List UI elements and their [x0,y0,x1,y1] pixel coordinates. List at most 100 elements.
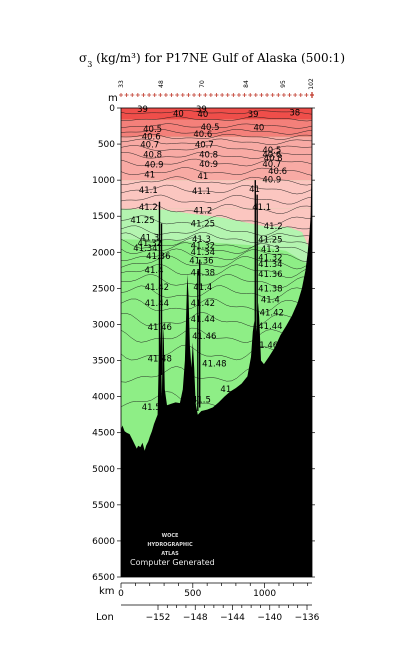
longitude-axis: −152 −148 −144 −140 −136 [121,604,320,623]
contour-label: 41.36 [258,270,282,280]
station-cross [248,93,253,97]
contour-line [120,312,313,327]
contour-label: 41.3 [140,233,159,243]
distance-axis: 0 500 1000 [118,582,312,599]
contour-line [120,110,313,115]
contour-label: 41 [276,350,287,360]
station-cross [197,93,202,97]
contour-line [120,194,313,205]
distance-tick-label: 500 [184,589,201,599]
contour-label: 40.5 [201,123,220,133]
contour-label: 40.9 [262,176,281,186]
station-cross [231,93,236,97]
depth-tick-label: 6500 [92,573,115,583]
contour-line [120,255,313,270]
contour-line [120,167,313,176]
contour-line [120,274,313,289]
contour-label: 41.36 [189,256,213,266]
contour-label: 41.4 [261,295,280,305]
contour-label: 41.5 [192,396,211,406]
depth-tick-label: 3500 [92,357,115,367]
contour-label: 41 [220,385,231,395]
contour-label: 41.2 [193,207,212,217]
longitude-tick-label: −136 [295,613,320,623]
contour-label: 41.4 [145,266,164,276]
station-number: 84 [243,80,250,88]
woce-logo-line-3: ATLAS [161,551,179,557]
contour-line [120,138,313,146]
contour-label: 41 [197,172,208,182]
depth-tick-label: 0 [109,104,115,114]
contour-line [120,237,313,249]
woce-logo-line-1: WOCE [162,533,179,539]
depth-tick-label: 4500 [92,429,115,439]
contour-line [120,128,313,135]
longitude-tick-label: −152 [146,613,171,623]
station-cross-end [310,92,314,98]
depth-tick-label: 2500 [92,284,115,294]
contour-label: 40.7 [140,140,159,150]
contour-label: 41.48 [148,355,172,365]
distance-unit-label: km [99,586,115,597]
contour-line [120,133,313,140]
contour-label: 39 [196,105,207,115]
station-cross [124,93,129,97]
contour-line [120,151,313,159]
station-cross [304,93,309,97]
contour-label: 41.25 [258,236,282,246]
station-cross [130,93,135,97]
station-cross [208,93,213,97]
station-cross [276,93,281,97]
contour-line [120,176,313,186]
contour-line [120,327,313,343]
contour-line [120,231,313,243]
station-number: 33 [118,80,125,88]
contour-line [120,158,313,167]
contour-label: 40.6 [262,150,281,160]
contour-label: 41.48 [202,360,226,370]
contour-label: 41.1 [139,186,158,196]
contour-label: 40.5 [143,125,162,135]
longitude-tick-label: −144 [220,613,245,623]
contour-label: 41.3 [261,245,280,255]
contour-label: 41.42 [191,299,215,309]
contour-label: 39 [137,105,148,115]
contour-label: 41.2 [139,203,158,213]
computer-generated-label: Computer Generated [130,558,215,567]
station-cross [152,93,157,97]
contour-label: 41.34 [191,248,215,258]
contour-label: 41.36 [146,252,170,262]
contour-line [120,297,313,313]
contour-label: 40 [197,110,208,120]
seafloor-bathymetry [121,108,312,577]
contour-label: 41.34 [258,260,282,270]
contour-label: 41.44 [191,315,215,325]
distance-tick-label: 0 [118,589,124,599]
depth-tick-label: 5000 [92,465,115,475]
station-cross [293,93,298,97]
contour-label: 41.1 [252,203,271,213]
station-cross [163,93,168,97]
depth-tick-label: 2000 [92,248,115,258]
station-cross [135,93,140,97]
station-cross [192,93,197,97]
contour-line [120,144,313,152]
distance-tick-label: 1000 [253,589,276,599]
contour-line [120,224,313,236]
station-cross [158,93,163,97]
station-cross [180,93,185,97]
fill-sigma-41.2-41.3 [121,208,312,256]
contour-label: 40 [173,109,184,119]
contour-label: 41.4 [193,283,212,293]
contour-label: 40.8 [199,150,218,160]
station-cross [186,93,191,97]
depth-tick-label: 5500 [92,501,115,511]
contour-label: 41.42 [260,308,284,318]
woce-logo: WOCE HYDROGRAPHIC ATLAS [147,533,193,557]
contour-label: 41.5 [142,403,161,413]
contour-label: 41.42 [145,283,169,293]
depth-tick-label: 3000 [92,320,115,330]
contour-label: 40.9 [145,161,164,171]
depth-tick-label: 4000 [92,393,115,403]
